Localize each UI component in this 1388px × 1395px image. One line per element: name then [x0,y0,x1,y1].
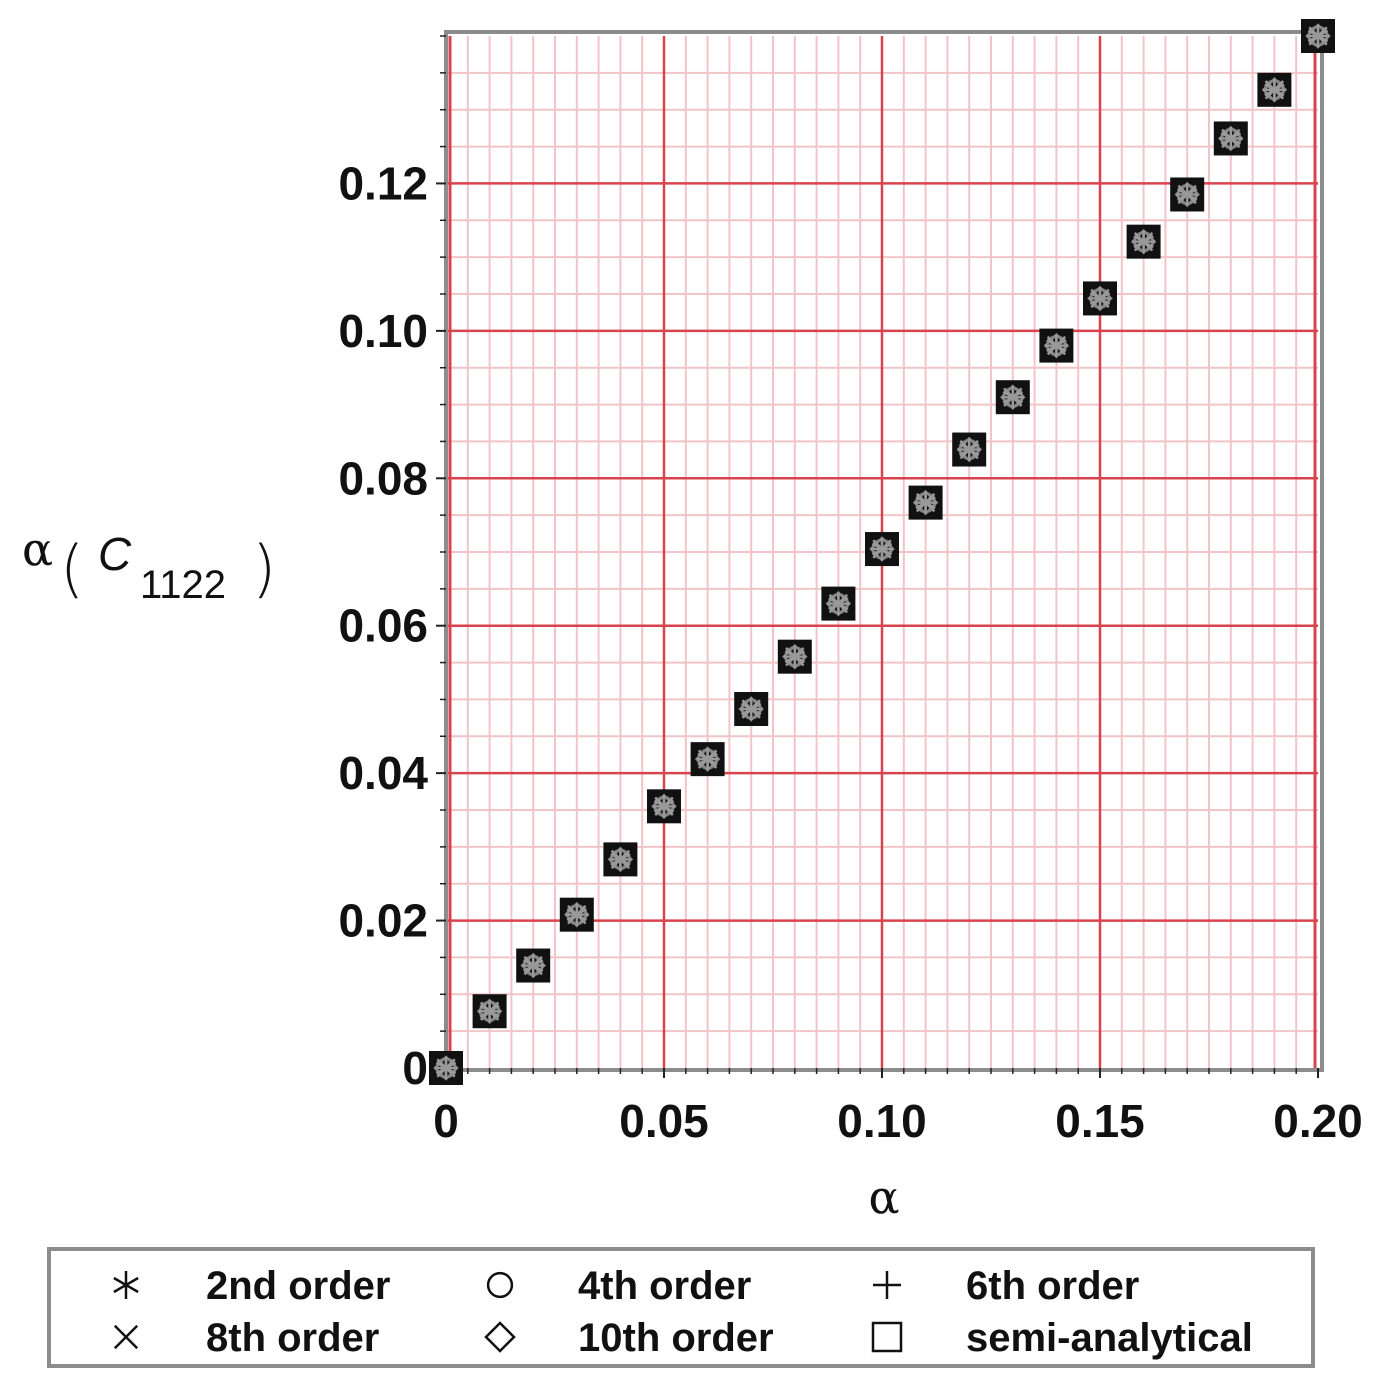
y-tick-label: 0.06 [338,600,428,652]
data-point-2nd-order [523,954,544,977]
data-point-2nd-order-arm [1046,339,1067,353]
x-tick-label: 0.10 [837,1095,927,1147]
y-axis-label: α ( C 1122 ) [22,522,276,607]
legend-marker-diamond-diamond [484,1321,516,1353]
data-point-2nd-order [1307,25,1329,47]
data-point-2nd-order [741,698,762,721]
data-point-2nd-order [1046,334,1067,357]
data-point-2nd-order-arm [566,908,587,922]
y-tick-label: 0.10 [338,305,428,357]
data-point-2nd-order-arm [1089,291,1111,306]
data-point-2nd-order [697,748,718,771]
legend-label: 2nd order [206,1264,390,1308]
legend: 2nd order 4th order 6th order 8th order 10th… [113,1264,1253,1360]
data-point-2nd-order-arm [1307,29,1329,43]
data-point-2nd-order-arm [741,702,762,716]
x-tick-label: 0.15 [1055,1095,1145,1147]
y-axis-label-open-paren: ( [60,532,84,605]
data-point-2nd-order-arm [1177,187,1198,202]
y-tick-label: 0.12 [338,157,428,209]
legend-marker-asterisk [113,1271,139,1299]
data-point-2nd-order-arm [523,958,544,973]
legend-label: 4th order [578,1264,751,1308]
data-point-2nd-order [1220,127,1241,150]
data-markers [429,19,1335,1085]
data-point-2nd-order-arm [1133,235,1154,249]
data-point-2nd-order-arm [1002,390,1023,404]
data-point-2nd-order [915,491,936,514]
legend-marker-plus [873,1271,901,1299]
x-tick-label: 0.05 [619,1095,709,1147]
data-point-2nd-order [479,1000,500,1023]
data-point-2nd-order [828,592,849,615]
data-point-2nd-order [784,645,805,668]
data-point-2nd-order-arm [435,1061,457,1075]
data-point-2nd-order [1133,230,1154,253]
legend-label: semi-analytical [966,1316,1253,1360]
y-axis-label-close-paren: ) [252,532,276,605]
legend-marker-asterisk-arm [113,1276,139,1294]
data-point-2nd-order-arm [697,752,718,766]
x-tick-label: 0.20 [1273,1095,1363,1147]
data-point-2nd-order [1177,183,1198,206]
legend-marker-square [871,1321,903,1353]
data-point-2nd-order-arm [915,496,936,510]
data-point-2nd-order-arm [1264,83,1285,97]
y-axis-label-letter: C [98,528,132,580]
legend-box [47,1247,1315,1368]
data-point-2nd-order [435,1057,457,1079]
data-point-2nd-order [1264,78,1285,101]
legend-label: 10th order [578,1316,774,1360]
legend-label: 6th order [966,1264,1139,1308]
legend-marker-cross [113,1324,139,1350]
data-point-2nd-order [610,848,631,871]
legend-label: 8th order [206,1316,379,1360]
x-tick-label: 0 [433,1095,459,1147]
data-point-2nd-order-arm [828,597,849,611]
y-tick-label: 0.02 [338,895,428,947]
data-point-2nd-order [1002,386,1023,409]
y-axis-label-symbol: α [22,522,53,576]
data-point-2nd-order [959,438,980,461]
data-point-2nd-order [653,795,675,818]
data-point-2nd-order [566,903,587,926]
legend-marker-cross-b [113,1324,139,1350]
data-point-2nd-order-arm [610,852,631,866]
axis-ticks: 0 0.05 0.10 0.15 0.20 0 0.02 0.04 0.06 0.08 0.10 0.… [338,35,1363,1147]
data-point-2nd-order [871,538,893,561]
y-tick-label: 0 [402,1042,428,1094]
y-tick-label: 0.04 [338,747,428,799]
legend-marker-circle [486,1271,514,1299]
data-point-2nd-order-arm [479,1004,500,1018]
plot-frame [444,30,1324,1072]
y-tick-label: 0.08 [338,452,428,504]
data-point-2nd-order-arm [784,650,805,664]
legend-marker-square-square [871,1321,903,1353]
legend-marker-diamond [484,1321,516,1353]
legend-marker-circle-circle [486,1271,514,1299]
y-axis-label-subscript: 1122 [140,563,226,607]
data-point-2nd-order [1089,287,1111,310]
data-point-2nd-order-arm [871,542,893,556]
x-axis-label: α [868,1170,899,1224]
data-point-2nd-order-arm [1220,131,1241,146]
data-point-2nd-order-arm [959,442,980,457]
data-point-2nd-order-arm [653,799,675,813]
